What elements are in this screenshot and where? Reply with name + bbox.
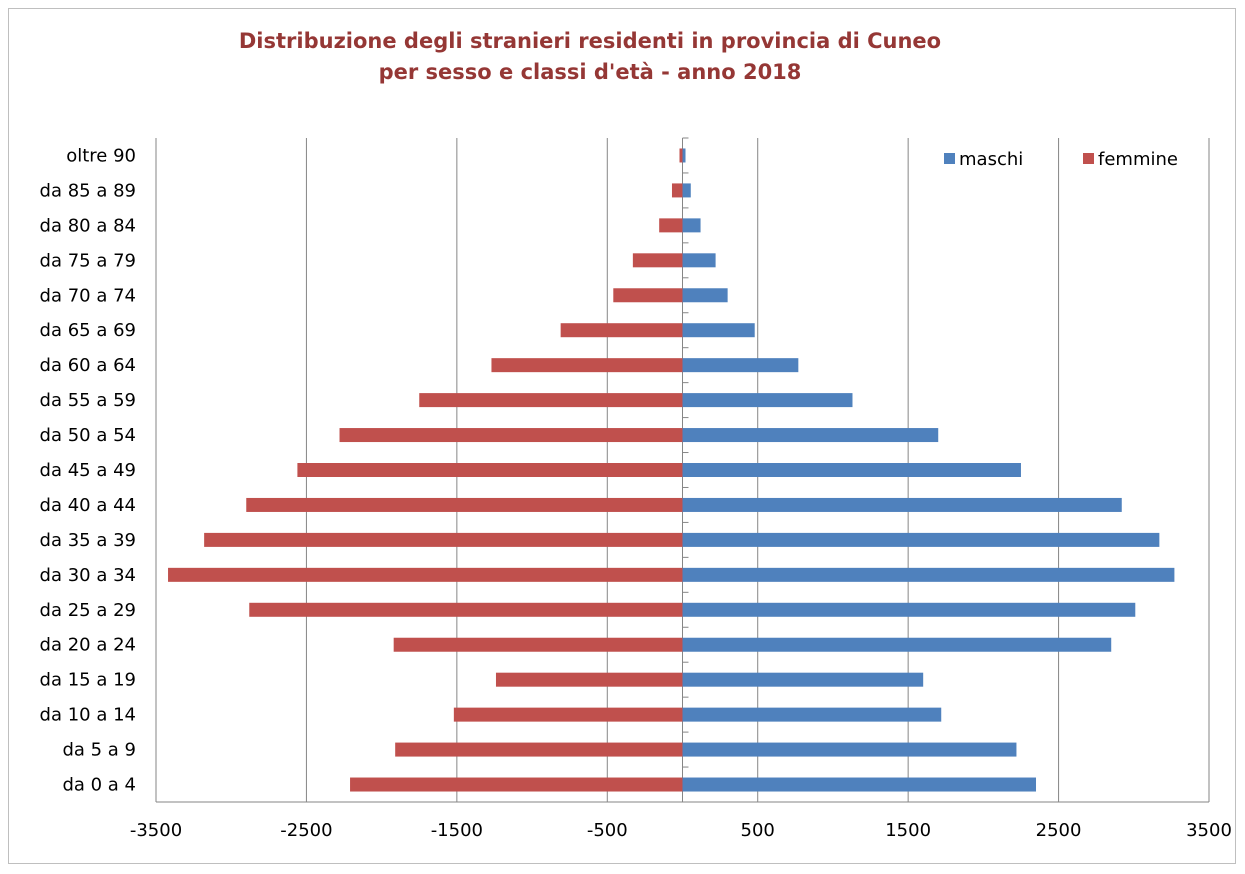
y-category-label: da 5 a 9: [62, 740, 136, 761]
bar-maschi: [682, 288, 728, 303]
legend: maschi femmine: [944, 149, 1178, 170]
y-category-label: da 40 a 44: [40, 495, 136, 516]
y-category-label: da 35 a 39: [40, 530, 136, 551]
x-tick-label: 2500: [1036, 820, 1082, 841]
bar-maschi: [682, 707, 942, 722]
y-category-label: da 10 a 14: [40, 705, 136, 726]
x-tick-label: 1500: [885, 820, 931, 841]
y-category-label: da 55 a 59: [40, 390, 136, 411]
y-category-label: da 85 a 89: [40, 180, 136, 201]
legend-swatch-femmine: [1083, 153, 1094, 164]
y-category-label: da 80 a 84: [40, 215, 136, 236]
bar-maschi: [682, 532, 1160, 547]
y-category-label: da 45 a 49: [40, 460, 136, 481]
bar-maschi: [682, 393, 853, 408]
bar-femmine: [613, 288, 683, 303]
bar-femmine: [168, 567, 683, 582]
bar-femmine: [495, 672, 683, 687]
labels: -3500 -2500 -1500 -500 500 1500 2500 3500 da 0 a…: [40, 145, 1232, 841]
bar-maschi: [682, 742, 1017, 757]
x-tick-label: -1500: [431, 820, 483, 841]
x-tick-label: -500: [587, 820, 628, 841]
bar-maschi: [682, 637, 1112, 652]
y-category-label: da 50 a 54: [40, 425, 136, 446]
y-category-label: da 70 a 74: [40, 285, 136, 306]
y-category-label: da 20 a 24: [40, 635, 136, 656]
bar-femmine: [246, 497, 683, 512]
bar-maschi: [682, 323, 755, 338]
legend-label-maschi: maschi: [959, 149, 1023, 170]
bar-femmine: [659, 218, 683, 233]
bar-femmine: [453, 707, 683, 722]
chart-title-line-1: Distribuzione degli stranieri residenti …: [238, 29, 942, 53]
bar-femmine: [679, 148, 683, 163]
bar-maschi: [682, 253, 716, 268]
y-category-label: da 25 a 29: [40, 600, 136, 621]
y-category-label: da 65 a 69: [40, 320, 136, 341]
x-tick-label: 3500: [1186, 820, 1232, 841]
chart-subtitle: per sesso e classi d'età - anno 2018: [378, 60, 802, 84]
bar-maschi: [682, 148, 686, 163]
bar-femmine: [297, 463, 683, 477]
bar-maschi: [682, 567, 1175, 582]
y-category-label: da 75 a 79: [40, 250, 136, 271]
bar-maschi: [682, 463, 1021, 477]
legend-swatch-maschi: [944, 153, 955, 164]
bars: [168, 148, 1175, 792]
x-tick-label: -3500: [130, 820, 182, 841]
bar-femmine: [671, 183, 683, 198]
y-category-label: oltre 90: [66, 145, 136, 166]
bar-femmine: [339, 428, 683, 443]
bar-maschi: [682, 183, 691, 198]
bar-maschi: [682, 428, 939, 443]
y-category-label: da 60 a 64: [40, 355, 136, 376]
bar-femmine: [491, 358, 683, 373]
bar-femmine: [350, 777, 683, 792]
y-category-label: da 30 a 34: [40, 565, 136, 586]
y-category-label: da 0 a 4: [62, 775, 136, 796]
bar-femmine: [393, 637, 683, 652]
bar-femmine: [249, 602, 683, 617]
legend-label-femmine: femmine: [1098, 149, 1178, 170]
bar-femmine: [419, 393, 683, 408]
bar-maschi: [682, 777, 1037, 792]
chart-title: Distribuzione degli stranieri residenti …: [0, 26, 1180, 88]
bar-femmine: [560, 323, 683, 338]
x-tick-label: -2500: [280, 820, 332, 841]
bar-maschi: [682, 672, 924, 687]
bar-maschi: [682, 602, 1136, 617]
x-tick-label: 500: [741, 820, 775, 841]
bar-femmine: [395, 742, 683, 757]
bar-maschi: [682, 358, 799, 373]
bar-maschi: [682, 218, 701, 233]
bar-femmine: [632, 253, 683, 268]
bar-maschi: [682, 497, 1122, 512]
bar-femmine: [204, 532, 683, 547]
y-category-label: da 15 a 19: [40, 670, 136, 691]
